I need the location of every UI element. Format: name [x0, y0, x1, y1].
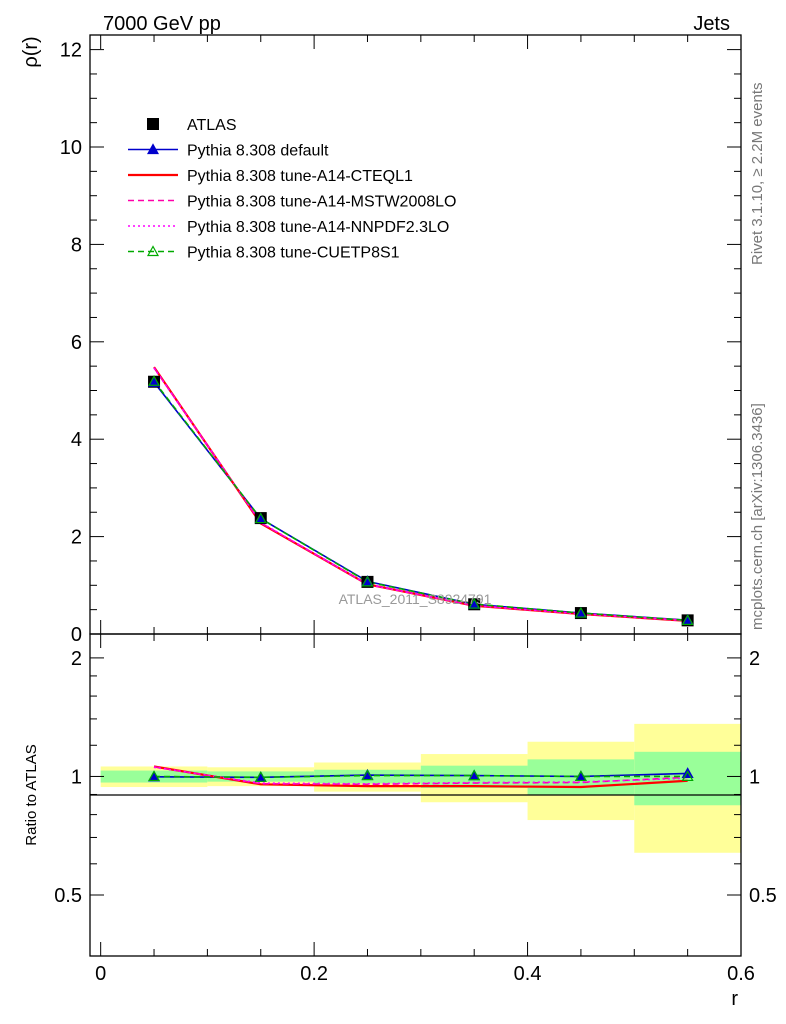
main-data-point — [574, 606, 587, 618]
ratio-y-tick-label-right: 1 — [749, 766, 760, 788]
main-data-point — [254, 512, 267, 524]
ratio-uncertainty-bands — [100, 723, 741, 853]
main-y-axis-label: ρ(r) — [20, 36, 42, 67]
ratio-panel: 0.5 0.5 1 1 2 2 0 0.2 0.4 0.6 Ratio to ATLAS r — [23, 633, 777, 1010]
main-panel: 0 2 4 6 8 10 12 ATLAS_2011_S8924791 ρ(r) ATLAS… — [20, 34, 742, 646]
main-series-markers — [148, 375, 694, 627]
legend-marker — [146, 245, 160, 257]
watermark: ATLAS_2011_S8924791 — [339, 591, 492, 607]
x-tick-label: 0 — [95, 963, 106, 985]
ratio-series-markers — [148, 767, 694, 782]
main-y-tick-label: 8 — [71, 234, 82, 256]
ratio-data-point — [468, 769, 481, 781]
main-series-line — [153, 367, 688, 622]
legend-label: Pythia 8.308 tune-A14-NNPDF2.3LO — [187, 219, 449, 236]
ratio-y-tick-label: 2 — [71, 648, 82, 670]
x-axis-label: r — [731, 988, 738, 1010]
main-data-point — [468, 597, 481, 609]
ratio-series-line — [153, 766, 688, 785]
main-data-point — [361, 575, 374, 587]
header-left: 7000 GeV pp — [103, 13, 221, 35]
main-axis-ticks: 0 2 4 6 8 10 12 — [60, 35, 742, 646]
ratio-series-lines — [153, 765, 688, 789]
main-series-line — [153, 380, 688, 622]
ratio-y-tick-label: 0.5 — [54, 885, 82, 907]
legend: ATLAS Pythia 8.308 default Pythia 8.308 tu… — [128, 117, 456, 262]
main-y-tick-label: 4 — [71, 429, 82, 451]
main-y-tick-label: 6 — [71, 332, 82, 354]
main-series-line — [153, 367, 688, 622]
legend-label: Pythia 8.308 tune-A14-MSTW2008LO — [187, 194, 456, 211]
ratio-data-point — [254, 771, 267, 782]
legend-label: Pythia 8.308 tune-CUETP8S1 — [187, 245, 400, 262]
main-series-lines — [153, 366, 688, 622]
ratio-series-line — [154, 774, 688, 779]
main-y-tick-label: 12 — [60, 40, 82, 62]
main-data-point — [148, 375, 161, 386]
ratio-data-point — [681, 770, 694, 782]
main-data-point — [681, 614, 694, 625]
ratio-y-axis-label: Ratio to ATLAS — [23, 744, 40, 845]
legend-label: Pythia 8.308 tune-A14-CTEQL1 — [187, 168, 413, 185]
legend-label: Pythia 8.308 default — [187, 143, 329, 160]
ratio-series-line — [153, 766, 688, 786]
x-tick-label: 0.2 — [300, 963, 328, 985]
rivet-label: Rivet 3.1.10, ≥ 2.2M events — [749, 83, 766, 266]
main-series-line — [153, 381, 688, 621]
ratio-data-point — [148, 770, 161, 782]
main-y-tick-label: 2 — [71, 527, 82, 549]
ratio-y-tick-label-right: 2 — [749, 648, 760, 670]
legend-marker — [146, 143, 160, 155]
mcplots-label: mcplots.cern.ch [arXiv:1306.3436] — [749, 403, 766, 630]
x-tick-label: 0.4 — [514, 963, 542, 985]
main-series-line — [153, 366, 688, 622]
ratio-data-point — [361, 769, 374, 781]
legend-marker — [147, 118, 159, 130]
ratio-frame — [89, 633, 742, 957]
header-right: Jets — [693, 13, 730, 35]
main-y-tick-label: 10 — [60, 137, 82, 159]
ratio-stat-band — [634, 751, 741, 806]
legend-label: ATLAS — [187, 117, 237, 134]
ratio-axis-ticks: 0.5 0.5 1 1 2 2 0 0.2 0.4 0.6 — [54, 634, 777, 985]
ratio-data-point — [574, 770, 587, 782]
x-tick-label: 0.6 — [727, 963, 755, 985]
ratio-y-tick-label: 1 — [71, 766, 82, 788]
ratio-y-tick-label-right: 0.5 — [749, 885, 777, 907]
main-y-tick-label: 0 — [71, 624, 82, 646]
